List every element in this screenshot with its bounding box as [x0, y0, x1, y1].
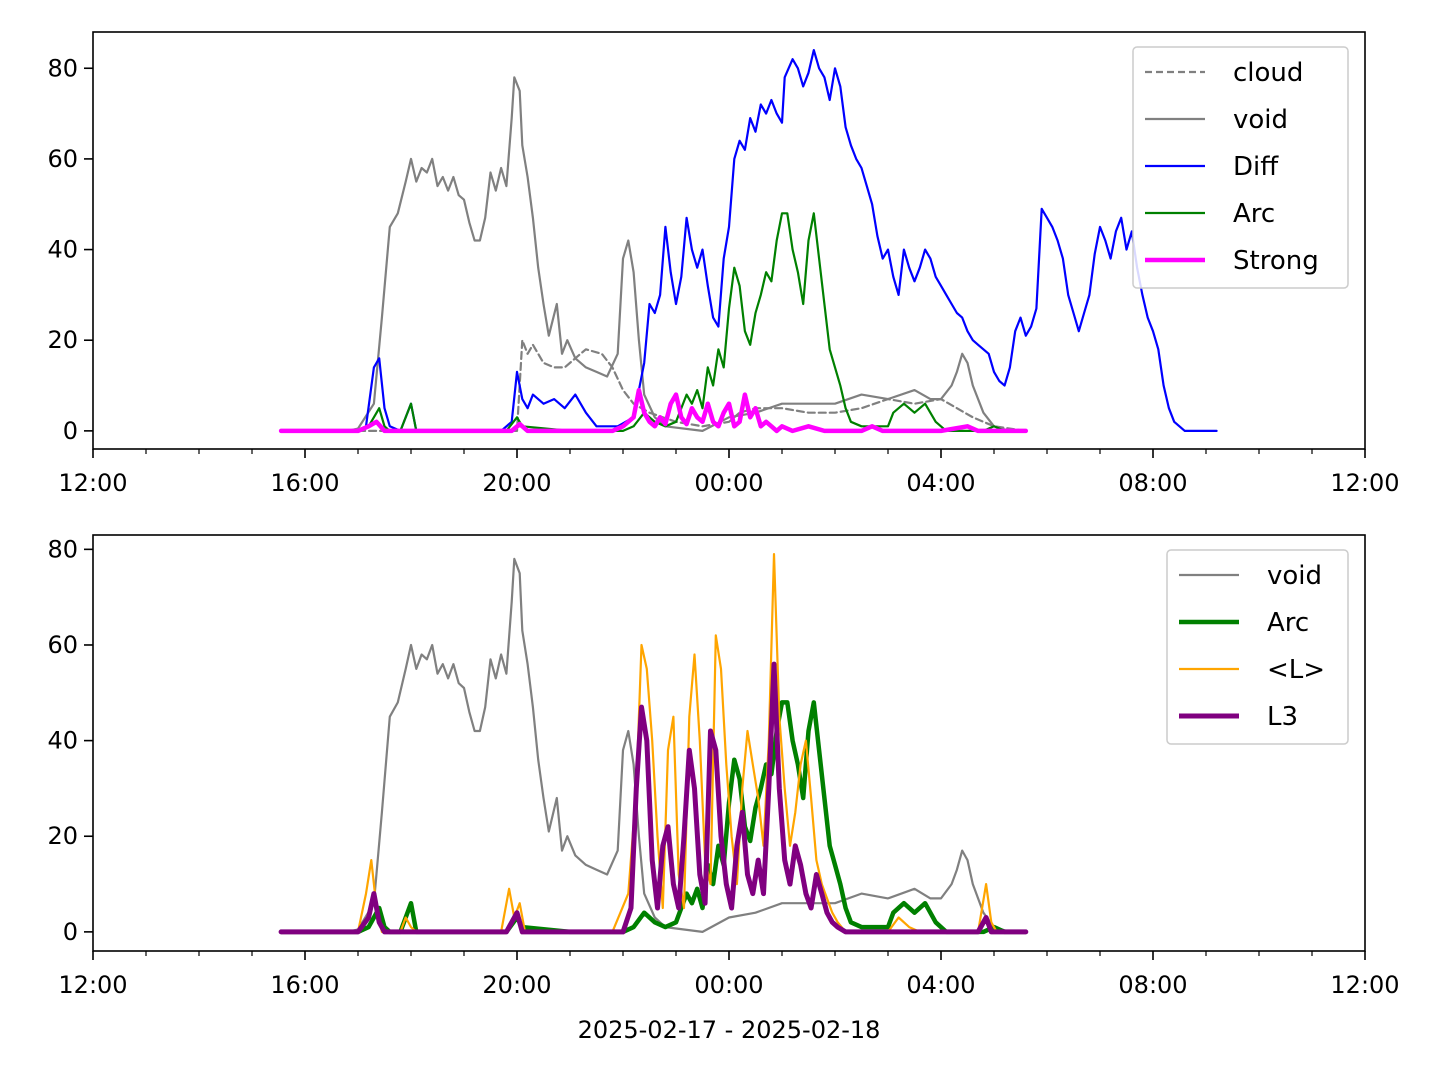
y-tick-label-1: 20 — [47, 822, 78, 850]
x-tick-label-0: 12:00 — [58, 971, 127, 999]
x-tick-label-6: 12:00 — [1330, 971, 1399, 999]
series-line-0-3 — [280, 212, 1027, 432]
series-line-1-3 — [278, 661, 1029, 935]
series-line-0-1 — [280, 76, 1027, 432]
series-line-0-4 — [278, 387, 1029, 434]
x-tick-label-0: 12:00 — [58, 469, 127, 497]
y-tick-label-3: 60 — [47, 631, 78, 659]
legend-entry-3: L3 — [1267, 702, 1298, 732]
x-tick-label-3: 00:00 — [694, 971, 763, 999]
x-tick-label-3: 00:00 — [694, 469, 763, 497]
y-tick-label-1: 20 — [47, 326, 78, 354]
legend: cloud void Diff Arc Strong — [1132, 46, 1349, 289]
legend-entry-0: void — [1267, 561, 1322, 591]
legend-entry-3: Arc — [1233, 199, 1275, 229]
series-line-1-2 — [280, 553, 1027, 933]
y-tick-label-2: 40 — [47, 727, 78, 755]
legend-entry-2: Diff — [1233, 152, 1279, 182]
y-tick-label-0: 0 — [63, 417, 78, 445]
series-line-1-0 — [280, 557, 1027, 933]
legend: void Arc <L> L3 — [1166, 549, 1349, 745]
legend-box — [1132, 46, 1349, 289]
legend-entry-4: Strong — [1233, 246, 1319, 276]
series-line-0-0 — [280, 339, 1027, 432]
x-tick-label-4: 04:00 — [906, 469, 975, 497]
x-tick-label-5: 08:00 — [1118, 971, 1187, 999]
series-line-0-2 — [280, 49, 1218, 432]
legend-entry-2: <L> — [1267, 655, 1325, 685]
y-tick-label-4: 80 — [47, 535, 78, 563]
legend-entry-1: Arc — [1267, 608, 1309, 638]
y-tick-label-0: 0 — [63, 918, 78, 946]
x-tick-label-1: 16:00 — [270, 469, 339, 497]
y-tick-label-2: 40 — [47, 236, 78, 264]
bottom-line-chart: 12:00 16:00 20:00 00:00 04:00 08:00 12:00 0 20 40… — [47, 534, 1400, 999]
x-tick-label-5: 08:00 — [1118, 469, 1187, 497]
legend-entry-1: void — [1233, 105, 1288, 135]
x-tick-label-6: 12:00 — [1330, 469, 1399, 497]
x-tick-label-2: 20:00 — [482, 971, 551, 999]
x-tick-label-1: 16:00 — [270, 971, 339, 999]
top-line-chart: 12:00 16:00 20:00 00:00 04:00 08:00 12:00 0 20 40… — [47, 31, 1400, 497]
y-tick-label-4: 80 — [47, 54, 78, 82]
legend-box — [1166, 549, 1349, 745]
x-tick-label-4: 04:00 — [906, 971, 975, 999]
series-line-1-1 — [278, 700, 1029, 935]
x-tick-label-2: 20:00 — [482, 469, 551, 497]
y-tick-label-3: 60 — [47, 145, 78, 173]
legend-entry-0: cloud — [1233, 58, 1303, 88]
x-axis-label: 2025-02-17 - 2025-02-18 — [578, 1016, 881, 1044]
